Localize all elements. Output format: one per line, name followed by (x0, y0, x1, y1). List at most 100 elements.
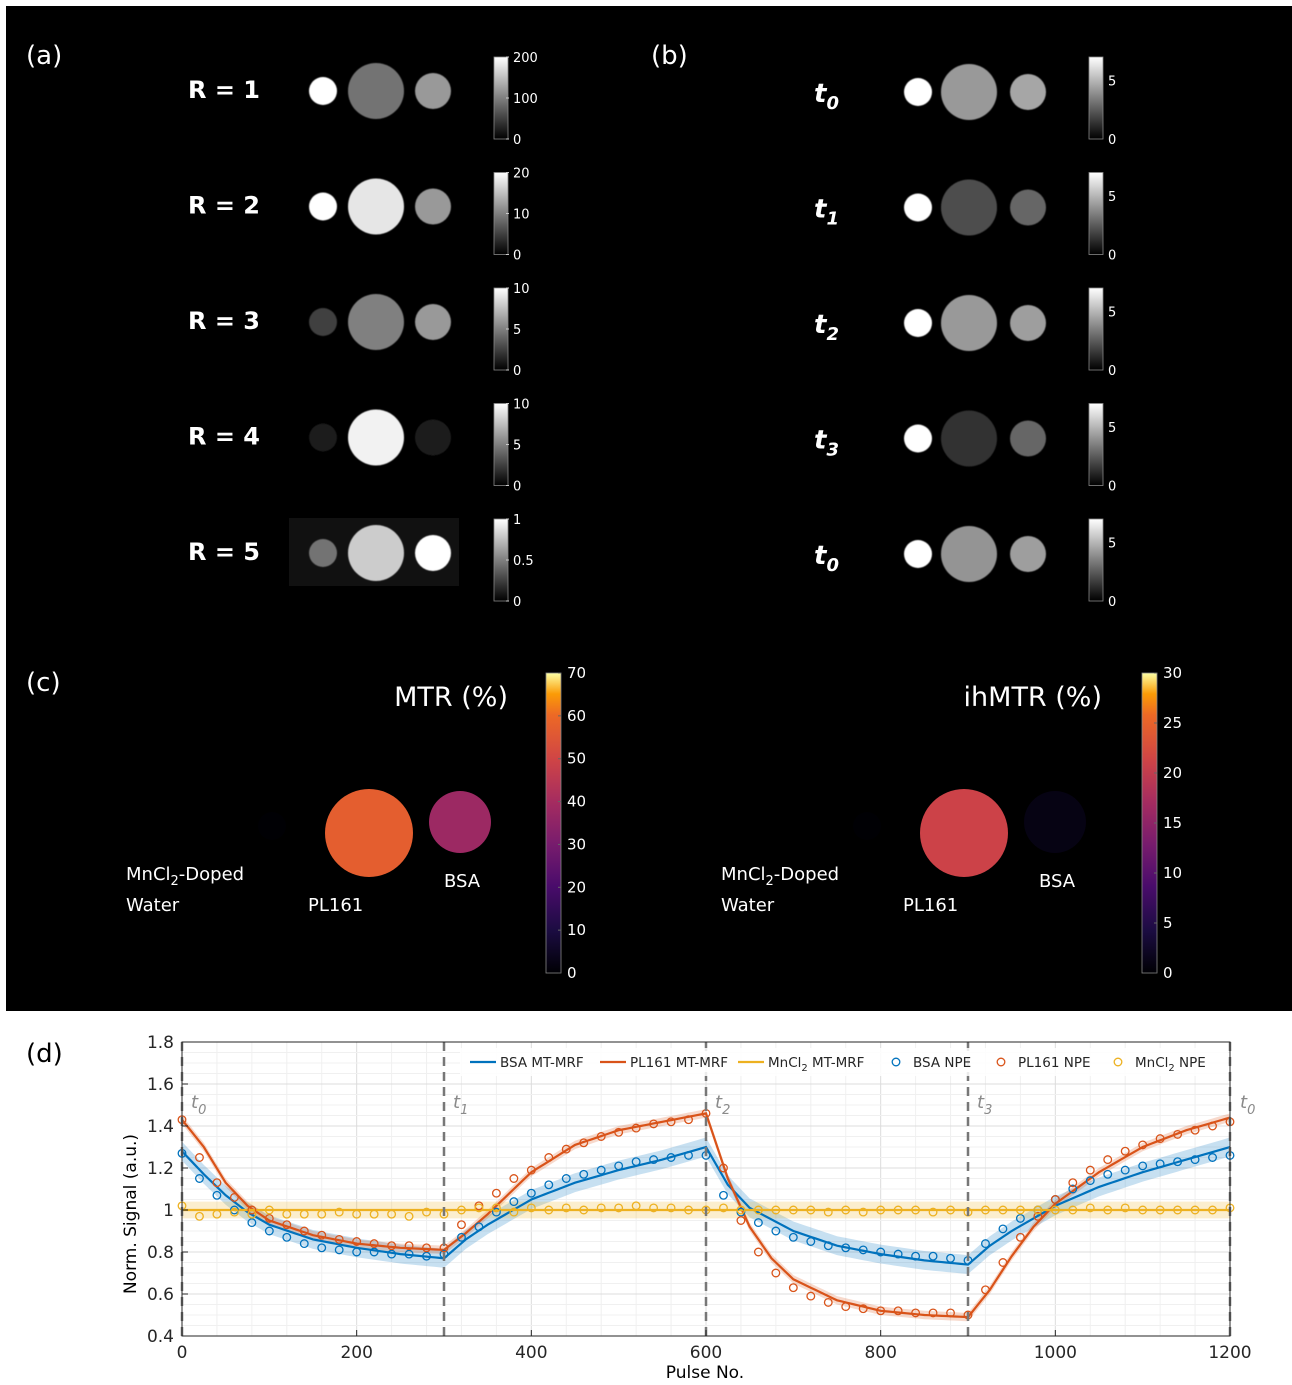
phantom-vial (348, 294, 404, 350)
data-point (1138, 1140, 1148, 1150)
data-point (334, 1245, 344, 1255)
y-tick-label: 0.4 (147, 1327, 174, 1347)
data-point (666, 1153, 676, 1162)
data-point (317, 1243, 327, 1253)
colorbar-tick-label: 0 (513, 249, 521, 264)
data-point (928, 1251, 938, 1261)
phantom-vial (1010, 74, 1046, 110)
phantom-vial (348, 409, 404, 466)
chart-plot-area: t0 t1 t2 t3 t0 0 200 400 600 800 1000 1200 0.4 0.6 0.8… (147, 1033, 1255, 1363)
data-point (247, 1218, 257, 1228)
data-point (457, 1205, 466, 1215)
data-point (1190, 1155, 1200, 1165)
data-point (771, 1226, 781, 1236)
phantom-vial (415, 188, 451, 225)
data-point (422, 1243, 431, 1253)
data-point (928, 1207, 938, 1217)
phantom-vial (415, 73, 451, 109)
data-point (491, 1203, 501, 1213)
data-point (911, 1251, 921, 1261)
data-point (369, 1209, 379, 1219)
data-point (369, 1247, 379, 1257)
map-title: MTR (%) (394, 682, 508, 713)
data-point (1068, 1178, 1078, 1188)
data-point (282, 1209, 292, 1219)
data-point (1120, 1203, 1130, 1213)
data-point (1155, 1134, 1165, 1144)
phantom-vial (904, 309, 932, 337)
data-point (806, 1237, 816, 1246)
data-point (753, 1205, 763, 1215)
colorbar-tick-label: 10 (513, 208, 530, 223)
colorbar-tick-label: 20 (1163, 764, 1182, 782)
mncl2-label-line2: Water (126, 895, 180, 916)
data-point (806, 1205, 816, 1215)
phantom-vial (1010, 536, 1046, 572)
time-label-t: t2 (814, 310, 839, 345)
data-point (596, 1203, 606, 1213)
colorbar-tick-label: 10 (1163, 864, 1182, 882)
data-point (998, 1224, 1008, 1234)
row-label-r4: R = 4 (188, 423, 260, 451)
phantom-vial (1010, 420, 1046, 457)
data-point (998, 1258, 1008, 1267)
panel-b-time-rows: t0 5 0 t1 5 0 t2 5 0 t3 5 0 t0 5 0 (814, 56, 1116, 610)
data-point (195, 1211, 204, 1221)
data-point (299, 1239, 309, 1249)
data-point (666, 1203, 676, 1213)
colorbar-tick-label: 0 (1163, 964, 1173, 982)
data-point (893, 1306, 903, 1316)
data-point (317, 1230, 327, 1240)
phantom-vial (309, 77, 337, 105)
y-tick-label: 1.4 (147, 1117, 174, 1137)
data-point (491, 1207, 501, 1217)
x-tick-label: 200 (340, 1343, 372, 1363)
data-point (404, 1241, 414, 1251)
colorbar-tick-label: 1 (513, 513, 521, 528)
colorbar-tick-label: 30 (1163, 664, 1182, 682)
data-point (544, 1205, 554, 1215)
legend-swatch (996, 1057, 1006, 1067)
data-point (212, 1209, 222, 1219)
phantom-vial (1010, 189, 1046, 226)
data-point (544, 1153, 554, 1162)
black-background (6, 6, 1292, 1011)
data-point (684, 1150, 693, 1160)
colorbar-tick-label: 0 (513, 480, 521, 495)
phantom-vial (941, 64, 997, 120)
legend-swatch (1113, 1057, 1123, 1067)
data-point (387, 1209, 397, 1219)
colorbar-tick-label: 5 (1108, 421, 1116, 436)
data-point (212, 1178, 222, 1188)
colorbar (545, 672, 562, 974)
data-point (1155, 1159, 1165, 1169)
data-point (369, 1239, 379, 1249)
bsa-label: BSA (1039, 871, 1076, 892)
x-tick-label: 1200 (1208, 1343, 1251, 1363)
panel-d-label: (d) (26, 1039, 63, 1069)
time-label-t: t0 (814, 541, 839, 576)
colorbar-tick-label: 20 (513, 167, 530, 182)
panel-a-label: (a) (26, 41, 62, 71)
data-point (1120, 1165, 1130, 1175)
phase-label: t2 (715, 1092, 730, 1118)
data-point (858, 1245, 868, 1255)
data-point (823, 1241, 833, 1251)
data-point (788, 1283, 798, 1293)
legend-entry: PL161 NPE (1018, 1055, 1091, 1071)
data-point (264, 1205, 274, 1215)
data-point (509, 1174, 519, 1183)
data-point (719, 1163, 728, 1173)
data-point (684, 1115, 693, 1125)
data-point (1138, 1205, 1148, 1215)
phase-label: t3 (977, 1092, 992, 1118)
y-tick-label: 0.6 (147, 1285, 174, 1305)
legend-entry: BSA NPE (913, 1055, 971, 1071)
pl161-vial (325, 789, 413, 877)
data-point (212, 1190, 222, 1200)
colorbar-tick-label: 70 (567, 664, 586, 682)
colorbar-tick-label: 30 (567, 835, 586, 853)
colorbar-tick-label: 0.5 (513, 554, 534, 569)
data-point (526, 1188, 536, 1198)
